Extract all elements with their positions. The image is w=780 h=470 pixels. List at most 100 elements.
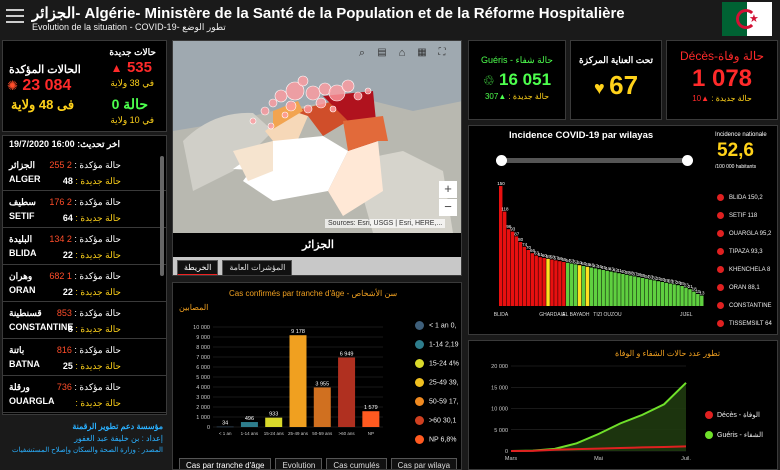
incidence-bar-label: 30 — [660, 277, 666, 282]
incidence-list-item: KHENCHELA 8 — [717, 266, 770, 273]
incidence-bar — [652, 280, 657, 306]
confirmed-value: 23 084 — [22, 77, 72, 94]
icu-label: تحت العناية المركزة — [579, 55, 653, 65]
incidence-bar-label: 96 — [506, 224, 512, 229]
incidence-bar — [514, 236, 519, 306]
age-category-label: 50-59 ans — [312, 431, 333, 436]
menu-icon[interactable] — [6, 9, 24, 25]
incidence-bar — [692, 291, 696, 306]
tab-evolution[interactable]: Evolution — [275, 458, 323, 469]
incidence-bar-label: 25 — [680, 281, 686, 286]
range-slider[interactable] — [501, 158, 689, 163]
home-icon[interactable]: ⌂ — [398, 47, 406, 59]
wilaya-row[interactable]: البليدة BLIDA حالة مؤكدة : 2 134 حالة جد… — [3, 230, 166, 265]
range-handle-left[interactable] — [496, 155, 507, 166]
up-arrow-icon: ▲ — [110, 61, 123, 75]
wilaya-row[interactable]: الجزائر ALGER حالة مؤكدة : 2 255 حالة جد… — [3, 156, 166, 191]
recovered-label: Guéris - حالة شفاء — [481, 55, 553, 65]
wilaya-row[interactable]: قسنطينة CONSTANTINE حالة مؤكدة : 853 حال… — [3, 304, 166, 339]
incidence-bar-label: 53 — [569, 259, 575, 264]
confirmed-label: الحالات المؤكدة — [9, 64, 81, 76]
legend-recovered: Guéris - الشفاء — [705, 431, 764, 440]
incidence-bar-label: 40 — [621, 269, 627, 274]
legend-recovered-label: Guéris - الشفاء — [717, 432, 764, 439]
search-icon[interactable]: ⌕ — [358, 47, 366, 59]
incidence-bar — [538, 257, 542, 306]
incidence-bar — [613, 272, 617, 306]
incidence-bar-label: 42 — [613, 267, 619, 272]
wilaya-name-ar: البليدة — [9, 234, 33, 244]
tab-by-wilaya[interactable]: Cas par wilaya — [390, 458, 458, 469]
incidence-bar — [680, 286, 684, 306]
incidence-national-value: 52,6 — [717, 140, 754, 161]
wilaya-list-panel[interactable]: اخر تحديث: 16:00 19/7/2020 الجزائر ALGER… — [2, 135, 167, 415]
incidence-bar — [688, 289, 692, 306]
wilaya-row[interactable]: باتنة BATNA حالة مؤكدة : 816 حالة جديدة … — [3, 341, 166, 376]
incidence-bar — [625, 274, 629, 306]
basemap-icon[interactable]: ▦ — [417, 47, 427, 58]
age-legend-item: NP 6,8% — [415, 435, 457, 444]
tab-age[interactable]: Cas par tranche d'âge — [179, 458, 272, 469]
icu-value: 67 — [609, 70, 639, 100]
incidence-bar — [644, 278, 649, 306]
tab-map[interactable]: الخريطة — [177, 260, 219, 275]
age-chart: 0 1 000 2 000 3 000 4 000 5 000 6 000 7 000 8 00… — [193, 325, 383, 436]
recovered-up-icon: ▲ — [498, 92, 507, 101]
age-category-label: >60 ans — [339, 431, 356, 436]
incidence-bar — [550, 259, 554, 306]
incidence-bar — [601, 270, 605, 306]
y-tick-label: 1 000 — [196, 415, 210, 421]
layers-icon[interactable]: ▤ — [377, 47, 387, 58]
incidence-bar-label: 21 — [688, 284, 694, 289]
incidence-bar-label: 70 — [526, 245, 532, 250]
incidence-bar — [499, 186, 503, 306]
confirmed-panel: الحالات المؤكدة ✺ 23 084 فى 48 ولاية حال… — [2, 40, 167, 132]
incidence-bar-label: 80 — [518, 237, 524, 242]
incidence-bar — [593, 268, 598, 306]
incidence-bar — [664, 282, 669, 306]
incidence-bar — [640, 278, 645, 306]
tab-cumulative[interactable]: Cas cumulés — [326, 458, 387, 469]
incidence-bar — [566, 262, 570, 306]
incidence-bar-label: 31 — [656, 276, 662, 281]
age-bar — [362, 411, 380, 427]
incidence-x-label: GHARDAIA — [539, 312, 566, 318]
wilaya-row[interactable]: ورقلة OUARGLA حالة مؤكدة : 736 حالة جديد… — [3, 378, 166, 413]
scrollbar[interactable] — [160, 156, 164, 276]
wilaya-new: حالة جديدة : 25 — [62, 361, 121, 371]
incidence-bar — [684, 287, 688, 306]
zero-cases-wilayas: في 10 ولاية — [110, 115, 154, 125]
wilaya-count: حالة مؤكدة : 853 — [56, 308, 121, 318]
incidence-bar — [597, 269, 601, 306]
age-bar — [265, 417, 283, 427]
incidence-x-label: JIJEL — [680, 312, 693, 318]
age-legend-item: 25-49 39, — [415, 378, 459, 387]
zoom-in-button[interactable]: + — [439, 181, 457, 198]
tab-indicators[interactable]: المؤشرات العامة — [222, 260, 293, 275]
wilaya-row[interactable]: سطيف SETIF حالة مؤكدة : 2 176 حالة جديدة… — [3, 193, 166, 228]
zoom-out-button[interactable]: − — [439, 199, 457, 216]
age-bar-value: 9 178 — [291, 329, 305, 335]
incidence-per: /100 000 habitants — [715, 164, 757, 170]
incidence-bar — [502, 211, 507, 306]
incidence-list-item: TIPAZA 93,3 — [717, 248, 763, 255]
y-tick-label: 10 000 — [193, 325, 210, 331]
incidence-bar — [518, 242, 523, 306]
incidence-bar-label: 39 — [625, 270, 631, 275]
y-tick-label: 2 000 — [196, 405, 210, 411]
fullscreen-icon[interactable]: ⛶ — [438, 47, 446, 58]
age-legend-item: 50-59 17, — [415, 397, 459, 406]
incidence-list-item: CONSTANTINE — [717, 302, 772, 309]
incidence-bar — [617, 273, 621, 306]
map-panel[interactable]: ⌕ ▤ ⌂ ▦ ⛶ + − Sources: Esri, USGS | Esri… — [172, 40, 462, 276]
incidence-bar — [629, 275, 633, 306]
wilaya-row[interactable]: وهران ORAN حالة مؤكدة : 1 682 حالة جديدة… — [3, 267, 166, 302]
wilaya-name-fr: ALGER — [9, 174, 41, 184]
age-category-label: NP — [368, 431, 374, 436]
incidence-bar-label: 56 — [558, 256, 564, 261]
incidence-bar — [676, 285, 680, 306]
incidence-bar — [668, 283, 672, 306]
map-canvas[interactable] — [173, 41, 462, 233]
range-handle-right[interactable] — [682, 155, 693, 166]
incidence-title: Incidence COVID-19 par wilayas — [509, 130, 654, 141]
